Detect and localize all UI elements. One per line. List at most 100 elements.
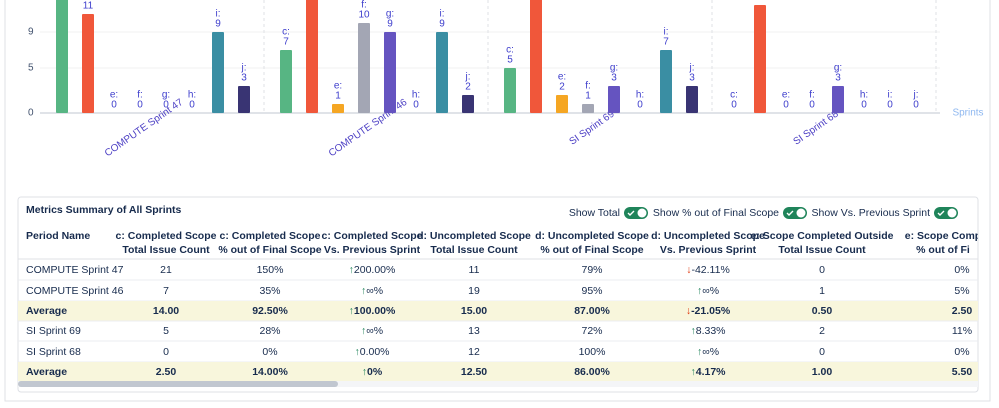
scrollbar-thumb[interactable]: [18, 381, 338, 387]
table-cell: 95%: [581, 285, 602, 297]
series-label: f:: [809, 90, 815, 101]
table-cell: SI Sprint 69: [26, 325, 81, 337]
value-label: 11: [83, 1, 94, 12]
column-header: c: Completed Scope: [116, 230, 217, 242]
value-label: 9: [215, 19, 221, 30]
table-cell: 28%: [259, 325, 280, 337]
table-cell: 12.50: [461, 366, 487, 378]
bar: [754, 5, 766, 113]
table-cell: 72%: [581, 325, 602, 337]
table-cell: ↑8.33%: [690, 325, 725, 337]
bar: [660, 50, 672, 113]
column-header: d: Uncompleted Scope: [535, 230, 649, 242]
table-cell: 86.00%: [574, 366, 610, 378]
value-label: 0: [637, 100, 643, 111]
toggle-switch[interactable]: [624, 207, 648, 219]
bar: [530, 0, 542, 113]
bar: [358, 23, 370, 113]
table-cell: 2.50: [156, 366, 177, 378]
table-cell: 14.00: [153, 305, 179, 317]
value-label: 7: [283, 37, 289, 48]
table-cell: 11%: [952, 325, 972, 337]
column-header: Period Name: [26, 230, 90, 242]
series-label: j:: [689, 63, 695, 74]
bar: [582, 104, 594, 113]
toggle-knob: [947, 208, 957, 218]
column-header: Total Issue Count: [778, 244, 866, 256]
row-highlight: [18, 362, 978, 382]
value-label: 3: [689, 73, 695, 84]
bar: [504, 68, 516, 113]
x-tick-label: SI Sprint 68: [792, 108, 841, 147]
table-cell: 13: [468, 325, 480, 337]
value-label: 0: [809, 100, 815, 111]
table-cell: 2.50: [952, 305, 973, 317]
series-label: g:: [162, 90, 170, 101]
value-label: 0: [913, 100, 919, 111]
table-cell: 21: [160, 264, 172, 276]
column-header: Vs. Previous Sprint: [324, 244, 421, 256]
value-label: 9: [387, 19, 393, 30]
outer-frame: [4, 0, 991, 402]
table-cell: ↓-21.05%: [686, 305, 731, 317]
toggle-label: Show % out of Final Scope: [653, 207, 779, 219]
table-cell: ↑∞%: [361, 285, 383, 297]
table-cell: ↑∞%: [361, 325, 383, 337]
toggle-switch[interactable]: [783, 207, 807, 219]
column-header: Total Issue Count: [430, 244, 518, 256]
value-label: 0: [163, 100, 169, 111]
value-label: 0: [189, 100, 195, 111]
series-label: e:: [558, 72, 566, 83]
series-label: g:: [610, 63, 618, 74]
column-header: Total Issue Count: [122, 244, 210, 256]
series-label: h:: [188, 90, 196, 101]
toggle-check: [937, 210, 945, 216]
series-label: d:: [84, 0, 92, 2]
table-cell: 2: [819, 325, 825, 337]
y-tick-label: 5: [28, 63, 34, 74]
table-cell: ↓-42.11%: [686, 264, 730, 276]
series-label: f:: [585, 81, 591, 92]
series-label: i:: [440, 9, 445, 20]
scrollbar-track: [18, 381, 978, 387]
value-label: 12: [754, 0, 766, 3]
value-label: 0: [137, 100, 143, 111]
bar: [238, 86, 250, 113]
table-cell: 0: [819, 346, 825, 358]
series-label: i:: [664, 27, 669, 38]
x-tick-label: SI Sprint 69: [568, 108, 617, 147]
bar: [462, 95, 474, 113]
series-label: c:: [506, 45, 514, 56]
table-cell: 100%: [579, 346, 606, 358]
table-cell: ↑∞%: [697, 285, 719, 297]
table-cell: 14.00%: [252, 366, 288, 378]
series-label: i:: [888, 90, 893, 101]
series-label: i:: [216, 9, 221, 20]
column-header: e: Scope Comp: [905, 230, 981, 242]
bar: [384, 32, 396, 113]
value-label: 0: [731, 100, 737, 111]
series-label: j:: [913, 90, 919, 101]
value-label: 1: [585, 91, 591, 102]
table-cell: 0: [819, 264, 825, 276]
table-cell: 0%: [954, 264, 969, 276]
column-header: e: Scope Completed Outside: [751, 230, 894, 242]
table-cell: SI Sprint 68: [26, 346, 81, 358]
value-label: 0: [887, 100, 893, 111]
series-label: f:: [361, 0, 367, 11]
toggle-label: Show Vs. Previous Sprint: [812, 207, 931, 219]
bar: [56, 0, 68, 113]
row-highlight: [18, 301, 978, 321]
value-label: 0: [861, 100, 867, 111]
table-cell: Average: [26, 366, 67, 378]
table-cell: 79%: [581, 264, 602, 276]
value-label: 0: [111, 100, 117, 111]
y-tick-label: 0: [28, 108, 34, 119]
series-label: g:: [386, 9, 394, 20]
bar: [832, 86, 844, 113]
toggle-switch[interactable]: [934, 207, 958, 219]
series-label: c:: [730, 90, 738, 101]
bar: [436, 32, 448, 113]
